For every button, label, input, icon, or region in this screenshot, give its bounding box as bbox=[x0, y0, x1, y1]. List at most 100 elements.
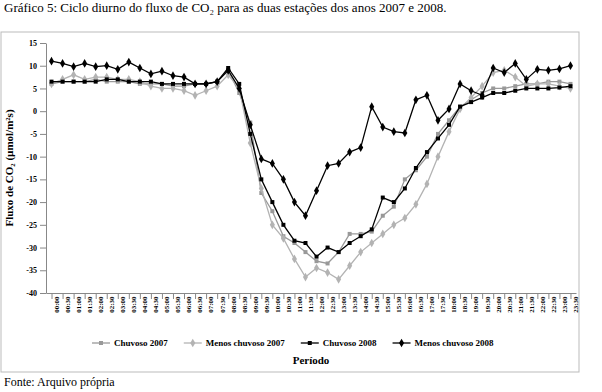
series-marker bbox=[281, 234, 286, 243]
series-marker bbox=[104, 61, 109, 70]
x-tick-label: 15:30 bbox=[395, 296, 403, 313]
series-marker bbox=[281, 223, 285, 227]
series-marker bbox=[414, 166, 418, 170]
x-tick-label: 15:00 bbox=[384, 296, 392, 313]
series-line bbox=[52, 70, 571, 279]
series-marker bbox=[325, 268, 330, 277]
x-tick: 04:30 bbox=[151, 293, 160, 313]
series-marker bbox=[270, 209, 274, 213]
x-tick-label: 23:00 bbox=[561, 296, 569, 313]
series-marker bbox=[226, 66, 231, 75]
series-marker bbox=[303, 273, 308, 282]
x-tick: 08:30 bbox=[240, 293, 249, 313]
series-marker bbox=[336, 275, 341, 284]
x-tick: 18:30 bbox=[461, 293, 470, 313]
series-marker bbox=[337, 250, 341, 254]
series-marker bbox=[204, 80, 209, 89]
series-marker bbox=[568, 84, 572, 88]
series-marker bbox=[568, 61, 573, 70]
y-tick-label: -15 bbox=[26, 175, 37, 184]
y-tick: -10 bbox=[26, 153, 46, 162]
x-tick-label: 20:30 bbox=[506, 296, 514, 313]
series-marker bbox=[248, 120, 253, 129]
legend-swatch-marker bbox=[99, 341, 103, 345]
series-marker bbox=[546, 66, 551, 75]
x-tick-label: 19:00 bbox=[473, 296, 481, 313]
y-tick-mark bbox=[40, 270, 46, 271]
series-marker bbox=[557, 65, 562, 74]
y-tick: 5 bbox=[33, 85, 46, 94]
y-tick-label: -35 bbox=[26, 266, 37, 275]
x-tick: 23:00 bbox=[560, 293, 569, 313]
series-marker bbox=[105, 77, 109, 81]
x-tick-label: 09:00 bbox=[252, 296, 260, 313]
x-tick: 17:30 bbox=[438, 293, 447, 313]
series-marker bbox=[447, 105, 452, 114]
series-marker bbox=[436, 136, 440, 140]
x-tick: 19:00 bbox=[472, 293, 481, 313]
series-marker bbox=[160, 82, 164, 86]
series-marker bbox=[50, 80, 54, 84]
x-tick: 22:00 bbox=[538, 293, 547, 313]
series-marker bbox=[381, 214, 385, 218]
x-tick: 05:00 bbox=[162, 293, 171, 313]
x-tick: 18:00 bbox=[450, 293, 459, 313]
x-tick-label: 13:00 bbox=[340, 296, 348, 313]
x-tick: 06:30 bbox=[196, 293, 205, 313]
legend-label: Menos chuvoso 2008 bbox=[415, 338, 495, 348]
series-marker bbox=[369, 102, 374, 111]
x-tick: 20:00 bbox=[494, 293, 503, 313]
series-marker bbox=[392, 200, 396, 204]
x-tick-label: 14:30 bbox=[373, 296, 381, 313]
series-marker bbox=[60, 59, 65, 68]
x-tick: 10:30 bbox=[284, 293, 293, 313]
legend-swatch-marker bbox=[190, 339, 195, 348]
x-tick: 03:00 bbox=[118, 293, 127, 313]
x-tick: 00:00 bbox=[52, 293, 61, 313]
y-axis-line bbox=[46, 44, 47, 294]
y-tick: -5 bbox=[30, 130, 46, 139]
x-tick-label: 08:00 bbox=[230, 296, 238, 313]
x-tick-label: 05:00 bbox=[163, 296, 171, 313]
x-tick: 03:30 bbox=[129, 293, 138, 313]
series-marker bbox=[292, 239, 296, 243]
x-tick-label: 00:00 bbox=[53, 296, 61, 313]
y-tick: -25 bbox=[26, 221, 46, 230]
series-marker bbox=[248, 132, 252, 136]
x-tick: 09:00 bbox=[251, 293, 260, 313]
x-tick: 04:00 bbox=[140, 293, 149, 313]
legend-label: Chuvoso 2008 bbox=[323, 338, 377, 348]
x-tick-label: 21:00 bbox=[517, 296, 525, 313]
x-tick: 17:00 bbox=[427, 293, 436, 313]
series-marker bbox=[270, 220, 275, 229]
x-tick-label: 10:30 bbox=[285, 296, 293, 313]
series-marker bbox=[270, 200, 274, 204]
series-marker bbox=[49, 57, 54, 66]
series-marker bbox=[347, 148, 352, 157]
series-marker bbox=[137, 64, 142, 73]
series-marker bbox=[513, 89, 517, 93]
series-marker bbox=[369, 239, 374, 248]
series-marker bbox=[259, 155, 264, 164]
x-tick-label: 06:30 bbox=[196, 296, 204, 313]
series-marker bbox=[370, 227, 374, 231]
x-tick-label: 02:00 bbox=[97, 296, 105, 313]
series-marker bbox=[115, 65, 120, 74]
plot-area bbox=[49, 57, 573, 284]
legend-item: Menos chuvoso 2007 bbox=[184, 338, 286, 348]
series-marker bbox=[348, 241, 352, 245]
x-tick: 10:00 bbox=[273, 293, 282, 313]
series-marker bbox=[524, 75, 529, 84]
series-marker bbox=[193, 91, 198, 100]
x-tick-label: 18:00 bbox=[450, 296, 458, 313]
series-marker bbox=[71, 70, 76, 79]
series-marker bbox=[72, 80, 76, 84]
series-marker bbox=[270, 159, 275, 168]
series-marker bbox=[292, 255, 297, 264]
series-marker bbox=[170, 71, 175, 80]
y-tick: 0 bbox=[33, 107, 46, 116]
series-marker bbox=[315, 255, 319, 259]
series-marker bbox=[502, 91, 506, 95]
x-tick-label: 23:30 bbox=[572, 296, 580, 313]
y-tick-label: -20 bbox=[26, 198, 37, 207]
